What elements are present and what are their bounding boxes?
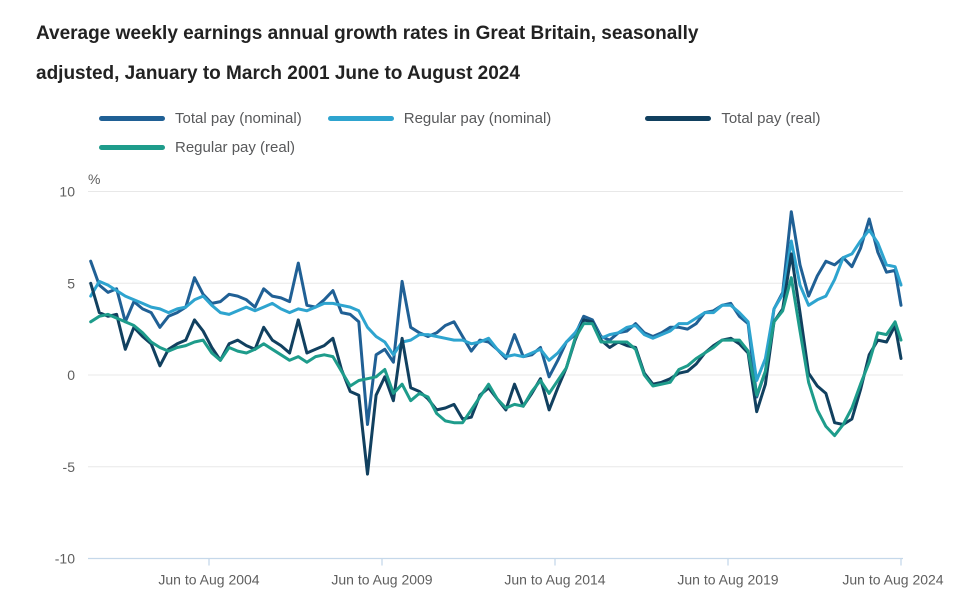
- x-axis-label: Jun to Aug 2004: [158, 572, 259, 588]
- series-line-regular-pay-nominal: [89, 228, 903, 382]
- legend-swatch-regular-pay-real-icon: [99, 145, 165, 150]
- legend-label-total-pay-real: Total pay (real): [721, 110, 821, 127]
- series-line-regular-pay-real: [89, 276, 903, 438]
- legend-item-total-pay-real: Total pay (real): [645, 110, 821, 127]
- x-axis-label: Jun to Aug 2019: [677, 572, 778, 588]
- y-axis-label--5: -5: [63, 459, 76, 475]
- legend-swatch-regular-pay-nominal-icon: [327, 116, 394, 121]
- legend-swatch-total-pay-nominal-icon: [99, 116, 165, 121]
- legend-item-regular-pay-nominal: Regular pay (nominal): [327, 110, 552, 127]
- legend-item-regular-pay-real: Regular pay (real): [99, 139, 295, 156]
- y-axis-label--10: -10: [55, 551, 75, 567]
- x-axis-line: [88, 557, 903, 566]
- x-axis-labels: Jun to Aug 2004 Jun to Aug 2009 Jun to Aug…: [158, 572, 943, 588]
- chart-title-line-1: Average weekly earnings annual growth ra…: [36, 23, 699, 44]
- series-lines: [89, 210, 903, 476]
- y-axis-labels: 10 5 0 -5 -10: [55, 184, 75, 567]
- y-axis-label-0: 0: [67, 367, 75, 383]
- series-line-total-pay-real: [89, 252, 903, 476]
- x-axis-label: Jun to Aug 2009: [331, 572, 432, 588]
- legend-row-1: Total pay (nominal) Regular pay (nominal…: [99, 104, 929, 133]
- legend-row-2: Regular pay (real): [99, 133, 929, 162]
- y-axis-unit-label: %: [88, 171, 100, 187]
- legend-label-regular-pay-real: Regular pay (real): [175, 139, 296, 156]
- legend-label-regular-pay-nominal: Regular pay (nominal): [403, 110, 552, 127]
- chart-title-line-2: adjusted, January to March 2001 June to …: [36, 63, 520, 84]
- y-axis-label-5: 5: [67, 275, 75, 291]
- x-axis-label: Jun to Aug 2014: [504, 572, 605, 588]
- chart-title: Average weekly earnings annual growth ra…: [36, 14, 916, 94]
- series-line-total-pay-nominal: [89, 210, 903, 426]
- x-axis-label: Jun to Aug 2024: [842, 572, 943, 588]
- legend-swatch-total-pay-real-icon: [645, 116, 712, 121]
- gridlines: [88, 191, 903, 468]
- legend-item-total-pay-nominal: Total pay (nominal): [99, 110, 302, 127]
- legend: Total pay (nominal) Regular pay (nominal…: [99, 104, 929, 162]
- y-axis-label-10: 10: [59, 184, 75, 200]
- legend-label-total-pay-nominal: Total pay (nominal): [175, 110, 302, 127]
